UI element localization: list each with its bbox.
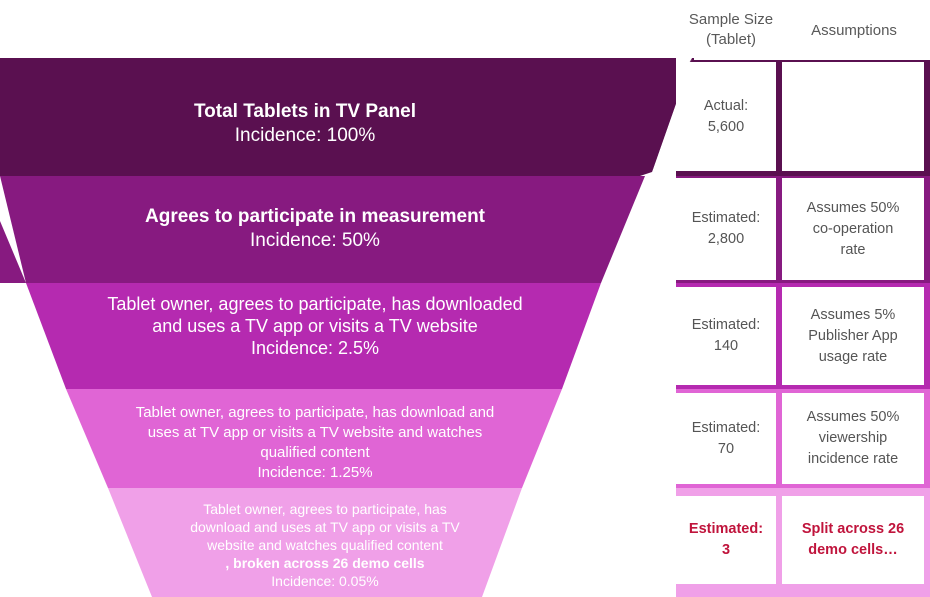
stage-2-label: Agrees to participate in measurement Inc… xyxy=(100,205,530,253)
stage-4-title-line1: Tablet owner, agrees to participate, has… xyxy=(135,404,495,421)
sample-size-value-3: 140 xyxy=(713,338,739,354)
assumption-2-line2: co-operation xyxy=(812,220,894,237)
funnel-left-gap-4 xyxy=(0,389,108,488)
assumption-cell-2: Assumes 50% co-operation rate xyxy=(782,178,924,280)
assumption-cell-3: Assumes 5% Publisher App usage rate xyxy=(782,287,924,385)
stage-4-label: Tablet owner, agrees to participate, has… xyxy=(95,403,535,483)
assumption-3-line2: Publisher App xyxy=(808,327,898,344)
sample-size-cell-3: Estimated: 140 xyxy=(676,287,776,385)
sample-size-value-1: 5,600 xyxy=(707,118,745,135)
stage-1-title: Total Tablets in TV Panel xyxy=(193,101,417,122)
sample-size-label-2: Estimated: xyxy=(691,210,761,226)
sample-size-label-4: Estimated: xyxy=(691,419,761,436)
assumption-5-line2: demo cells… xyxy=(808,542,898,558)
assumption-2-line3: rate xyxy=(840,241,866,258)
stage-5-title-line3: website and watches qualified content xyxy=(207,537,443,553)
assumption-cell-1 xyxy=(782,62,924,171)
stage-3-label: Tablet owner, agrees to participate, has… xyxy=(70,293,560,359)
funnel-right-gap-4 xyxy=(522,389,676,488)
stage-5-title-line1: Tablet owner, agrees to participate, has xyxy=(203,501,447,517)
sample-size-value-5: 3 xyxy=(721,542,731,558)
assumption-3-line3: usage rate xyxy=(818,348,888,365)
funnel-left-gap-2 xyxy=(0,176,26,283)
stage-5-title-line2: download and uses at TV app or visits a … xyxy=(190,519,460,535)
sample-size-cell-5: Estimated: 3 xyxy=(676,496,776,584)
assumption-3-line1: Assumes 5% xyxy=(810,306,896,323)
assumption-cell-5: Split across 26 demo cells… xyxy=(782,496,924,584)
assumption-4-line1: Assumes 50% xyxy=(806,409,900,425)
stage-3-title-line1: Tablet owner, agrees to participate, has… xyxy=(107,294,523,314)
assumptions-header: Assumptions xyxy=(811,22,897,39)
sample-size-cell-1: Actual: 5,600 xyxy=(676,62,776,171)
sample-size-label-1: Actual: xyxy=(703,97,749,114)
funnel-left-gap-5 xyxy=(0,488,152,597)
funnel-top-right-gap xyxy=(694,58,930,60)
sample-size-header-line2: (Tablet) xyxy=(705,31,757,48)
stage-4-title-line3: qualified content xyxy=(260,444,370,461)
sample-size-header: Sample Size (Tablet) xyxy=(676,10,786,50)
assumption-4-line2: viewership xyxy=(818,430,888,446)
sample-size-cell-4: Estimated: 70 xyxy=(676,393,776,484)
stage-5-label: Tablet owner, agrees to participate, has… xyxy=(160,500,490,590)
funnel-left-gap-3 xyxy=(0,283,66,389)
assumption-cell-4: Assumes 50% viewership incidence rate xyxy=(782,393,924,484)
funnel-right-gap-2 xyxy=(601,176,676,283)
stage-5-title-bold: , broken across 26 demo cells xyxy=(225,555,425,571)
sample-size-label-3: Estimated: xyxy=(691,317,761,333)
funnel-right-gap-3 xyxy=(562,283,676,389)
stage-1-incidence: Incidence: 100% xyxy=(234,125,376,146)
assumption-2-line1: Assumes 50% xyxy=(806,199,900,216)
assumption-5-line1: Split across 26 xyxy=(801,521,905,537)
stage-4-title-line2: uses at TV app or visits a TV website an… xyxy=(147,424,483,441)
sample-size-label-5: Estimated: xyxy=(688,521,764,537)
funnel-right-gap-5 xyxy=(482,488,676,597)
sample-size-cell-2: Estimated: 2,800 xyxy=(676,178,776,280)
stage-3-incidence: Incidence: 2.5% xyxy=(250,338,380,358)
sample-size-header-line1: Sample Size xyxy=(688,11,774,28)
stage-5-incidence: Incidence: 0.05% xyxy=(271,573,379,589)
stage-2-incidence: Incidence: 50% xyxy=(250,230,380,251)
assumption-4-line3: incidence rate xyxy=(807,451,899,467)
stage-3-title-line2: and uses a TV app or visits a TV website xyxy=(152,316,478,336)
stage-2-title: Agrees to participate in measurement xyxy=(145,206,485,227)
stage-1-label: Total Tablets in TV Panel Incidence: 100… xyxy=(150,100,460,148)
sample-size-value-4: 70 xyxy=(717,440,735,457)
stage-4-incidence: Incidence: 1.25% xyxy=(257,464,373,481)
sample-size-value-2: 2,800 xyxy=(707,231,745,247)
